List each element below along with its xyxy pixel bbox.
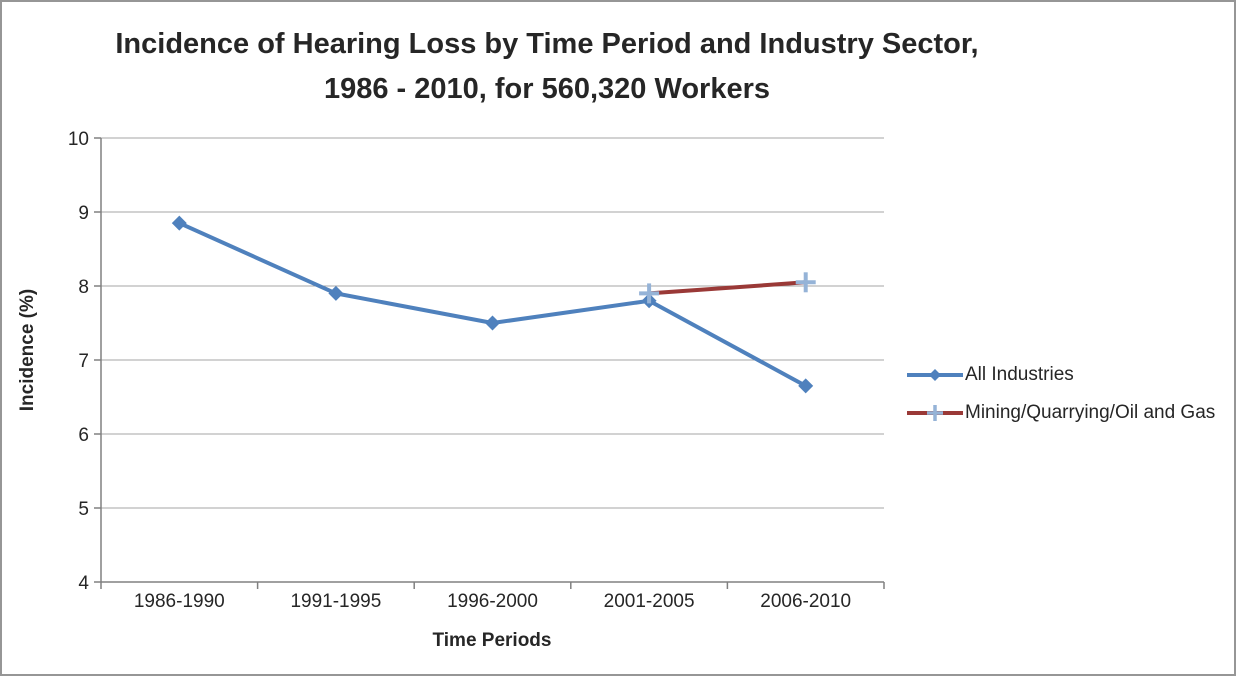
chart-title: Incidence of Hearing Loss by Time Period… (2, 22, 1092, 112)
y-tick-label: 6 (78, 425, 89, 446)
y-tick-label: 5 (78, 499, 89, 520)
chart-title-line1: Incidence of Hearing Loss by Time Period… (115, 28, 979, 60)
series-line-all-industries (178, 221, 807, 388)
y-tick-label: 4 (78, 573, 89, 594)
x-axis-title: Time Periods (432, 630, 552, 651)
x-tick-label: 1991-1995 (290, 591, 381, 612)
diamond-marker (798, 378, 814, 394)
y-tick-label: 10 (68, 129, 89, 150)
diamond-marker (328, 285, 344, 301)
y-tick-label: 7 (78, 351, 89, 372)
diamond-marker (171, 215, 187, 231)
legend-label: Mining/Quarrying/Oil and Gas (965, 402, 1216, 423)
diamond-marker (485, 315, 500, 331)
y-tick-label: 9 (78, 203, 89, 224)
legend-marker-plus-icon (907, 405, 963, 421)
series-line-mining-quarrying-oil-and-gas (648, 280, 806, 296)
x-tick-label: 1986-1990 (134, 591, 225, 612)
y-tick-label: 8 (78, 277, 89, 298)
x-tick-label: 2006-2010 (760, 591, 851, 612)
legend-item: All Industries (907, 362, 1215, 388)
x-tick-label: 1996-2000 (447, 591, 538, 612)
legend-label: All Industries (965, 364, 1074, 385)
chart-title-line2: 1986 - 2010, for 560,320 Workers (323, 73, 771, 105)
x-tick-label: 2001-2005 (604, 591, 695, 612)
legend-marker-diamond-icon (907, 369, 963, 381)
legend-item: Mining/Quarrying/Oil and Gas (907, 400, 1215, 426)
legend: All Industries Mining/Quarrying/Oil and G… (907, 362, 1215, 438)
